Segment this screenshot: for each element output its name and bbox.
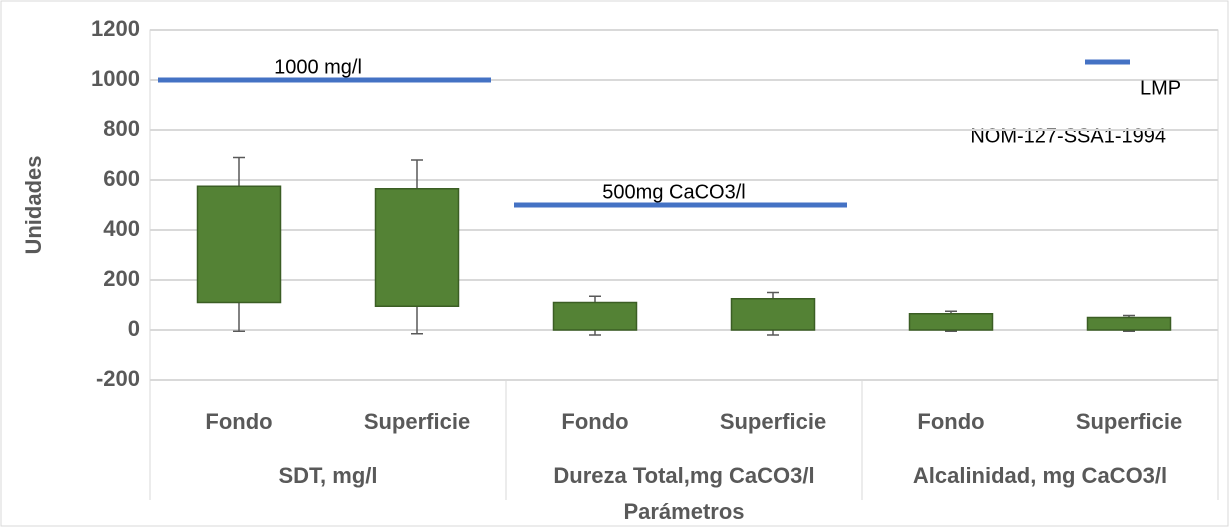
box [552, 301, 638, 331]
box [196, 185, 282, 304]
annotation: 1000 mg/l [274, 56, 362, 78]
group-label: SDT, mg/l [278, 463, 377, 488]
legend-label: LMP [1140, 77, 1181, 99]
y-axis-title: Unidades [21, 155, 46, 254]
box [1086, 316, 1172, 331]
plot-border [149, 29, 1219, 381]
y-tick-label: -200 [96, 366, 140, 391]
y-tick-label: 1200 [91, 16, 140, 41]
y-tick-label: 800 [103, 116, 140, 141]
y-tick-label: 1000 [91, 66, 140, 91]
y-tick-label: 400 [103, 216, 140, 241]
group-label: Alcalinidad, mg CaCO3/l [913, 463, 1167, 488]
x-tick-label: Superficie [1076, 409, 1182, 434]
y-tick-label: 200 [103, 266, 140, 291]
y-tick-label: 0 [128, 316, 140, 341]
x-tick-label: Fondo [561, 409, 628, 434]
annotation: 500mg CaCO3/l [602, 181, 745, 203]
x-axis-title: Parámetros [623, 499, 744, 524]
x-tick-label: Fondo [205, 409, 272, 434]
group-label: Dureza Total,mg CaCO3/l [553, 463, 814, 488]
x-tick-label: Superficie [720, 409, 826, 434]
x-tick-label: Fondo [917, 409, 984, 434]
box [730, 298, 816, 331]
x-tick-label: Superficie [364, 409, 470, 434]
box [908, 313, 994, 331]
annotation: NOM-127-SSA1-1994 [970, 125, 1166, 147]
y-tick-label: 600 [103, 166, 140, 191]
box [374, 188, 460, 307]
